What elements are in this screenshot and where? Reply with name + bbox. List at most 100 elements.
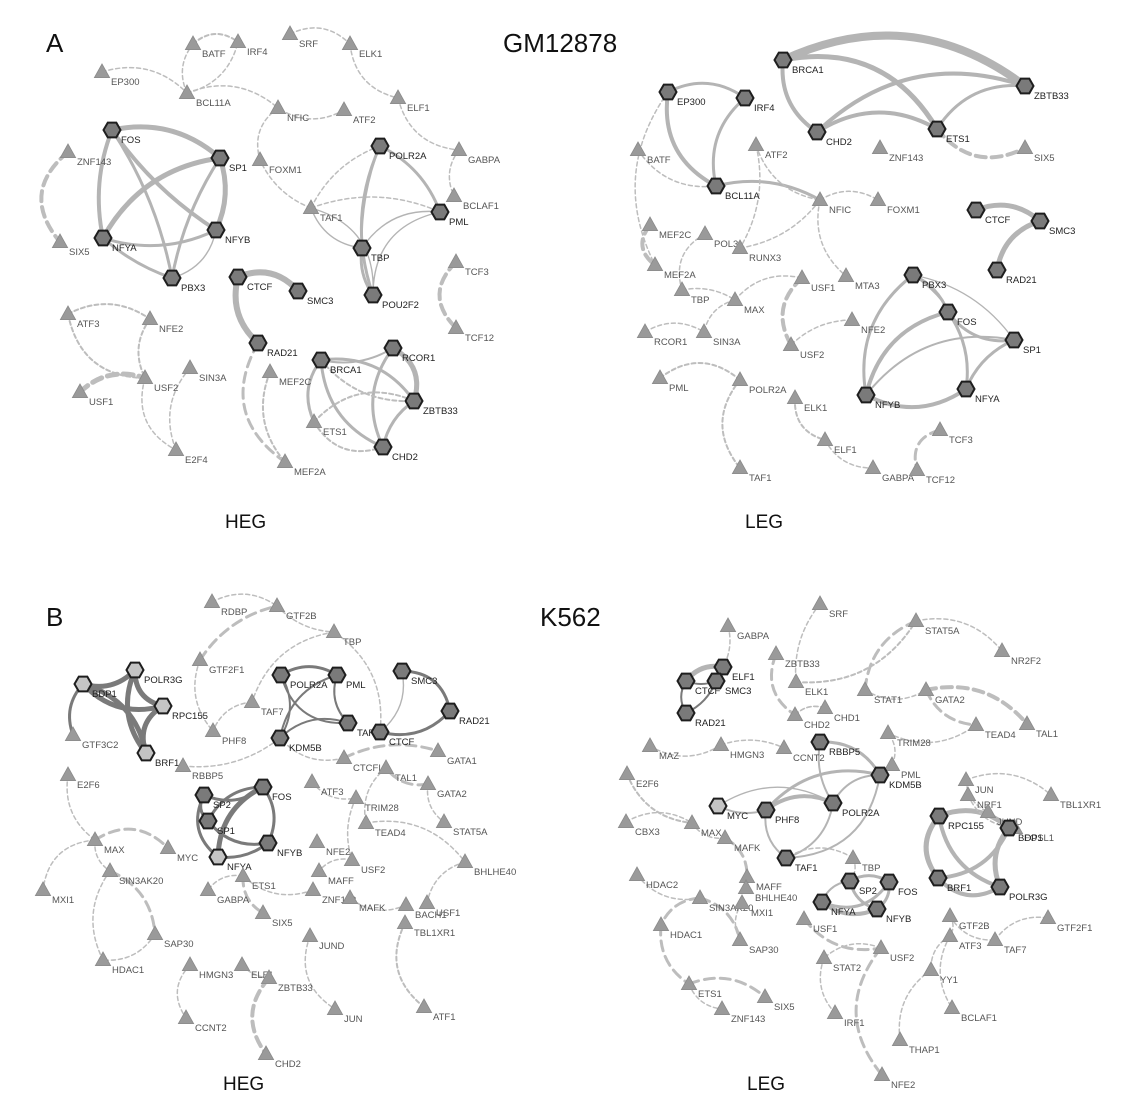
triangle-node-shape <box>1039 909 1057 924</box>
k-leg-node-tal1: TAL1 <box>1018 715 1058 740</box>
node-label: EP300 <box>677 97 706 108</box>
node-label: RPC155 <box>948 821 984 832</box>
k-heg-node-atf1: ATF1 <box>415 998 456 1023</box>
node-label: USF1 <box>436 908 460 919</box>
node-label: ETS1 <box>323 427 347 438</box>
hexagon-node-shape <box>392 662 412 680</box>
node-label: BDP1 <box>92 689 117 700</box>
k-leg-node-sin3ak20: SIN3AK20 <box>691 889 753 914</box>
triangle-node-shape <box>310 862 328 877</box>
hexagon-node-shape <box>966 201 986 219</box>
gm-leg-node-tcf12: TCF12 <box>908 461 955 486</box>
hexagon-node-shape <box>823 794 843 812</box>
node-label: MXI1 <box>751 908 773 919</box>
node-label: POLR3G <box>144 675 183 686</box>
node-label: ATF2 <box>353 115 376 126</box>
node-label: NFE2 <box>861 325 885 336</box>
node-label: MXI1 <box>52 895 74 906</box>
node-label: ELK1 <box>805 687 828 698</box>
hexagon-node-shape <box>198 812 218 830</box>
k-heg-edge-tead4-bhlhe40 <box>365 820 466 863</box>
k-leg-node-nfyb: NFYB <box>867 900 911 925</box>
k-heg-edge-sap30-hdac1 <box>102 933 156 961</box>
triangle-node-shape <box>673 281 691 297</box>
node-label: NFIC <box>287 113 309 124</box>
triangle-node-shape <box>691 889 709 904</box>
hexagon-node-shape <box>879 873 899 891</box>
node-label: NR2F2 <box>1011 656 1041 667</box>
k-leg-node-hdac1: HDAC1 <box>652 916 702 941</box>
triangle-node-shape <box>447 319 465 335</box>
k-heg-edge-e2f6-max <box>66 774 96 841</box>
k-heg-edge-trim28-usf2 <box>346 797 357 861</box>
node-label: NFIC <box>829 205 851 216</box>
gm-heg-edge-tcf3-tcf12 <box>437 260 458 330</box>
triangle-node-shape <box>986 931 1004 946</box>
node-label: ATF3 <box>77 319 100 330</box>
node-label: NFYA <box>831 907 856 918</box>
triangle-node-shape <box>64 726 82 741</box>
triangle-node-shape <box>786 389 804 405</box>
triangle-node-shape <box>826 1004 844 1019</box>
node-label: YY1 <box>940 975 958 986</box>
k-leg-node-atf3: ATF3 <box>941 927 982 952</box>
node-label: USF2 <box>890 953 914 964</box>
k-heg-nodes: RDBP GTF2B TBP POLR3G GTF2F1 PML POLR2A SMC3 BDP… <box>34 593 516 1070</box>
gm-heg-edge-taf1-foxm1 <box>259 159 312 209</box>
gm-heg-node-ep300: EP300 <box>93 63 140 88</box>
hexagon-node-shape <box>928 869 948 887</box>
node-label: RAD21 <box>695 718 726 729</box>
gm-leg-edge-nfyb-nfya <box>864 387 968 410</box>
node-label: MEF2C <box>659 230 691 241</box>
node-label: RDBP <box>221 607 247 618</box>
gm-heg-edge-elk1-elf1 <box>349 43 399 99</box>
node-label: CBX3 <box>635 827 660 838</box>
hexagon-node-shape <box>676 704 696 722</box>
k-heg-node-nfya: NFYA <box>208 848 252 873</box>
k-heg-node-gtf2f1: GTF2F1 <box>191 651 244 676</box>
hexagon-node-shape <box>440 702 460 720</box>
triangle-node-shape <box>957 771 975 786</box>
hexagon-node-shape <box>271 666 291 684</box>
hexagon-node-shape <box>430 203 450 221</box>
triangle-node-shape <box>793 269 811 285</box>
gm-heg-node-fos: FOS <box>102 121 141 146</box>
triangle-node-shape <box>276 453 294 469</box>
k-leg-node-stat2: STAT2 <box>815 949 861 974</box>
triangle-node-shape <box>159 839 177 854</box>
hexagon-node-shape <box>987 261 1007 279</box>
gm-heg-edge-usf1-usf2 <box>77 371 148 395</box>
node-label: POLR2A <box>389 151 427 162</box>
triangle-node-shape <box>261 363 279 379</box>
k-leg-node-usf2: USF2 <box>872 939 914 964</box>
triangle-node-shape <box>303 773 321 788</box>
triangle-node-shape <box>146 925 164 940</box>
triangle-node-shape <box>233 956 251 971</box>
gm-leg-node-nfya: NFYA <box>956 380 1000 405</box>
gm-leg-edge-ets1-zbtb33 <box>935 84 1027 131</box>
k-heg-edge-ctcf-rad21 <box>378 709 452 737</box>
gm-heg-node-rcor1: RCOR1 <box>383 339 435 364</box>
node-label: TRIM28 <box>365 803 399 814</box>
k-heg-edge-rdbp-gtf2b <box>211 593 278 607</box>
hexagon-node-shape <box>153 697 173 715</box>
node-label: RCOR1 <box>654 337 687 348</box>
hexagon-node-shape <box>867 900 887 918</box>
gm-heg-edge-polr2a-pou2f2 <box>359 144 382 297</box>
hexagon-node-shape <box>1030 212 1050 230</box>
triangle-node-shape <box>869 191 887 207</box>
gm-leg-edge-fos-nfyb <box>864 310 950 397</box>
gm-heg-node-usf1: USF1 <box>71 383 113 408</box>
node-label: TCF3 <box>465 267 489 278</box>
k-heg-edge-fos-nfya <box>215 784 266 860</box>
node-label: PML <box>901 770 921 781</box>
k-leg-node-polr2a: POLR2A <box>823 794 880 819</box>
gm-heg-edge-polr2a-pml <box>378 144 442 214</box>
k-leg-node-tbl1xr1: TBL1XR1 <box>1042 786 1101 811</box>
k-heg-node-polr2a: POLR2A <box>271 666 328 691</box>
node-label: TAF1 <box>749 473 772 484</box>
node-label: BHLHE40 <box>755 893 797 904</box>
node-label: TAF1 <box>320 213 343 224</box>
panel-label-a: A <box>46 28 64 58</box>
node-label: FOS <box>121 135 141 146</box>
